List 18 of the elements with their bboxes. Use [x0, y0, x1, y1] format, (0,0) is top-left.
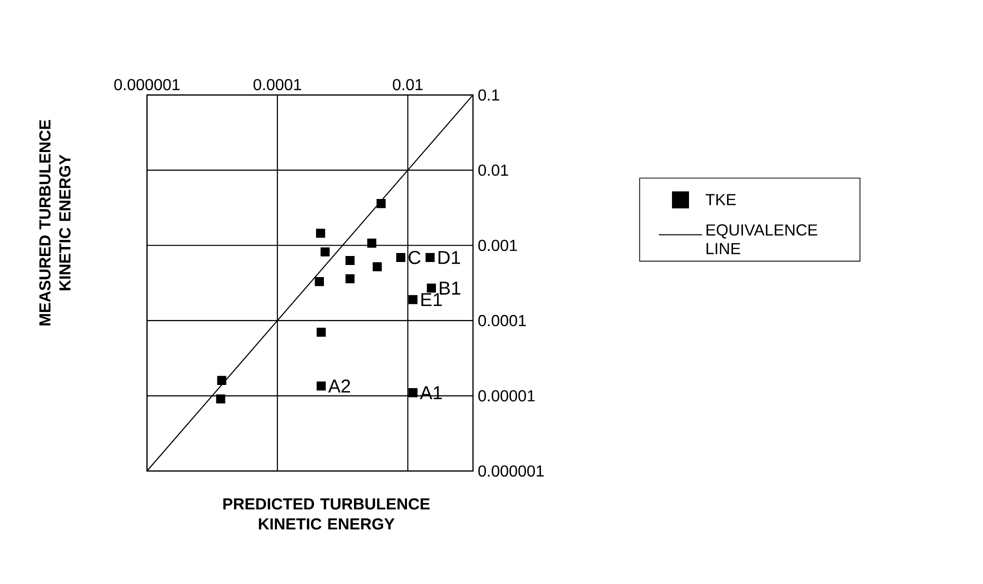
x-tick-label: 0.0001 — [254, 78, 302, 90]
y-tick-label: 0.001 — [478, 240, 517, 252]
annotation: C — [408, 250, 420, 264]
y-tick-label: 0.00001 — [478, 390, 535, 402]
x-tick-label: 0.01 — [392, 78, 423, 90]
y-tick-label: 0.1 — [478, 89, 500, 101]
annotation: B1 — [440, 282, 460, 295]
x-tick-label: 0.000001 — [114, 78, 180, 90]
y-axis-title: MEASURED TURBULENCE KINETIC ENERGY — [39, 120, 71, 326]
annotation: E1 — [421, 293, 442, 306]
annotation: A2 — [328, 379, 350, 393]
annotation: D1 — [438, 251, 460, 264]
legend-label: TKE — [706, 194, 736, 206]
x-axis-title: PREDICTED TURBULENCE KINETIC ENERGY — [223, 498, 430, 530]
y-tick-label: 0.01 — [478, 164, 508, 176]
legend-label: EQUIVALENCE LINE — [706, 224, 818, 254]
y-tick-label: 0.0001 — [478, 314, 526, 326]
y-tick-label: 0.000001 — [478, 465, 544, 477]
